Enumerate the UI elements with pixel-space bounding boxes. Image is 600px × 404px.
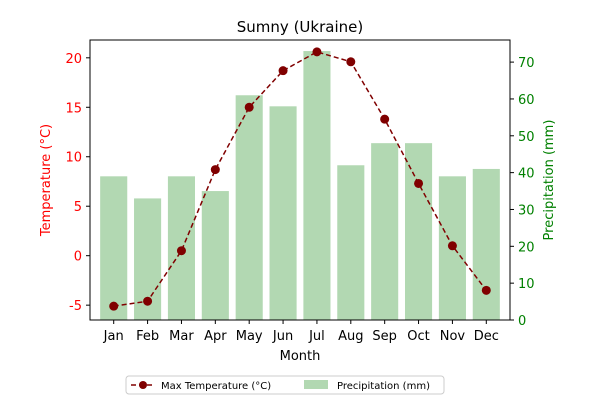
temp-point-jul	[312, 47, 322, 57]
y-right-tick-label: 40	[518, 167, 535, 182]
precip-bar-jul	[303, 51, 331, 320]
y-left-tick-label: -5	[69, 299, 82, 314]
temp-point-may	[244, 102, 254, 112]
x-tick-label: Jan	[103, 329, 124, 344]
y-left-tick-label: 20	[65, 52, 82, 67]
legend-precip-label: Precipitation (mm)	[337, 381, 430, 392]
precip-bar-apr	[201, 191, 229, 320]
temperature-line	[113, 51, 487, 307]
legend-temp-label: Max Temperature (°C)	[161, 381, 271, 392]
y-right-tick-label: 70	[518, 56, 535, 71]
y-right-tick-label: 60	[518, 93, 535, 108]
precip-bar-jan	[100, 176, 128, 320]
temp-point-apr	[210, 165, 220, 175]
precip-bar-jun	[269, 106, 297, 320]
x-tick-label: Jul	[308, 329, 325, 344]
temp-point-mar	[176, 246, 186, 256]
legend-precip-swatch	[304, 380, 328, 389]
y-right-tick-label: 10	[518, 277, 535, 292]
y-right-axis-label: Precipitation (mm)	[542, 120, 557, 241]
temp-point-jan	[109, 301, 119, 311]
temp-point-jun	[278, 66, 288, 76]
temp-point-aug	[346, 57, 356, 67]
y-right-tick-label: 30	[518, 203, 535, 218]
x-tick-label: Oct	[407, 329, 429, 344]
precip-bar-aug	[337, 165, 365, 320]
precip-bar-oct	[405, 143, 433, 320]
y-right-tick-label: 0	[518, 314, 526, 329]
precip-bar-may	[235, 95, 263, 321]
y-right-tick-label: 20	[518, 240, 535, 255]
chart-title: Sumny (Ukraine)	[237, 18, 363, 36]
x-tick-label: Nov	[440, 329, 466, 344]
x-tick-label: May	[236, 329, 263, 344]
temp-point-nov	[447, 241, 457, 251]
y-left-tick-label: 15	[65, 101, 82, 116]
plot-frame	[89, 39, 511, 321]
x-tick-label: Dec	[474, 329, 499, 344]
y-left-tick-label: 5	[74, 200, 82, 215]
y-left-tick-label: 0	[74, 250, 82, 265]
x-tick-label: Apr	[204, 329, 227, 344]
temp-point-sep	[380, 114, 390, 124]
legend-box	[125, 375, 445, 395]
y-left-tick-label: 10	[65, 151, 82, 166]
x-tick-label: Sep	[372, 329, 397, 344]
x-tick-label: Mar	[169, 329, 194, 344]
legend-temp-marker	[139, 381, 147, 389]
temp-point-feb	[143, 296, 153, 306]
x-tick-label: Jun	[272, 329, 293, 344]
temp-point-oct	[414, 178, 424, 188]
x-tick-label: Aug	[338, 329, 363, 344]
x-axis-label: Month	[280, 349, 321, 364]
y-left-axis-label: Temperature (°C)	[39, 124, 54, 237]
precip-bar-sep	[371, 143, 399, 320]
x-tick-label: Feb	[136, 329, 159, 344]
precip-bar-dec	[472, 168, 500, 320]
y-right-tick-label: 50	[518, 130, 535, 145]
temp-point-dec	[481, 285, 491, 295]
